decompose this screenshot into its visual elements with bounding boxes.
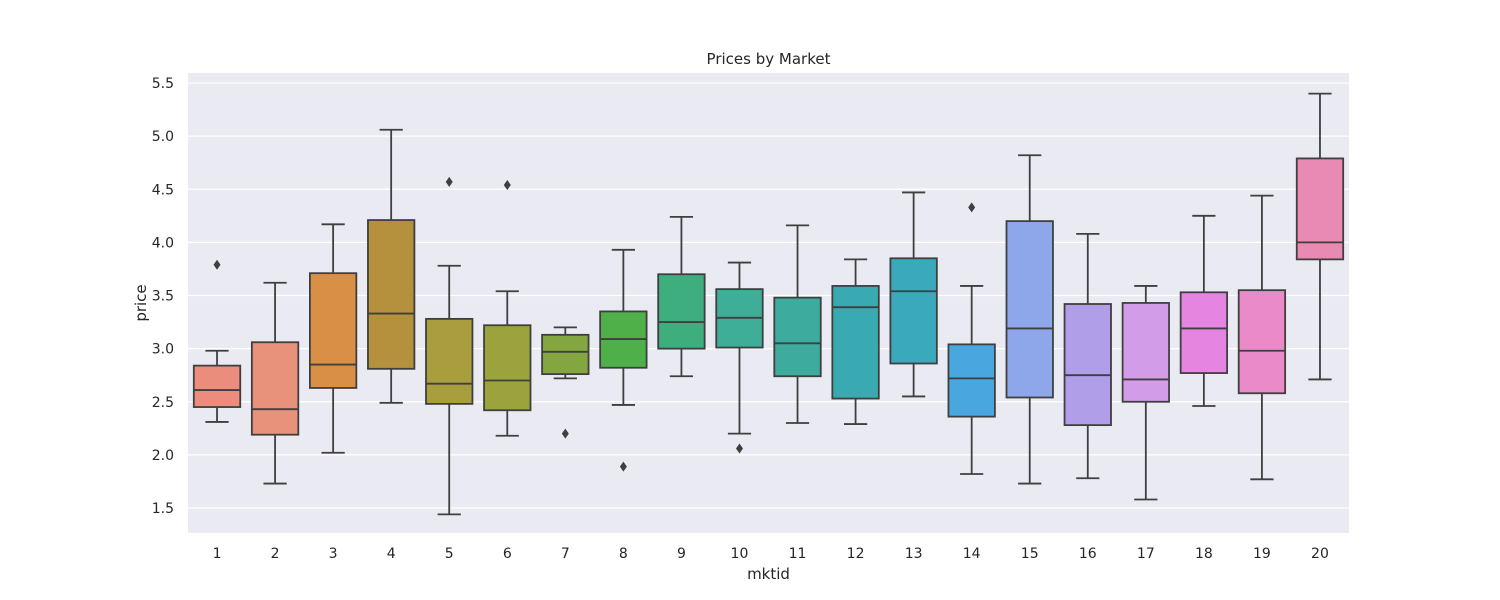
x-tick-label: 2 bbox=[271, 546, 280, 562]
y-tick-label: 2.0 bbox=[152, 448, 174, 464]
box bbox=[483, 324, 532, 412]
y-tick-labels: 1.5 2.0 2.5 3.0 3.5 4.0 4.5 5.0 5.5 bbox=[152, 76, 174, 517]
box-group-7 bbox=[541, 326, 590, 439]
x-tick-label: 5 bbox=[445, 546, 454, 562]
box bbox=[367, 219, 416, 370]
x-tick-label: 7 bbox=[561, 546, 570, 562]
x-tick-label: 10 bbox=[731, 546, 749, 562]
x-tick-label: 12 bbox=[847, 546, 865, 562]
y-tick-label: 5.0 bbox=[152, 129, 174, 145]
box-group-17 bbox=[1121, 285, 1170, 501]
box-group-11 bbox=[773, 224, 822, 424]
y-tick-label: 2.5 bbox=[152, 395, 174, 411]
box-group-16 bbox=[1063, 232, 1112, 480]
box bbox=[1063, 303, 1112, 427]
x-tick-label: 9 bbox=[677, 546, 686, 562]
x-tick-labels: 1 2 3 4 5 6 7 8 9 10 11 12 13 14 15 16 17 18 19 20 bbox=[213, 546, 1329, 562]
box-group-3 bbox=[309, 223, 358, 454]
box-group-14 bbox=[947, 202, 996, 475]
box-group-1 bbox=[192, 259, 242, 423]
outlier-point bbox=[561, 428, 569, 439]
x-tick-label: 8 bbox=[619, 546, 628, 562]
box bbox=[889, 257, 938, 365]
box bbox=[947, 343, 996, 418]
box-group-8 bbox=[599, 248, 648, 472]
box bbox=[831, 285, 880, 400]
outlier-point bbox=[619, 461, 627, 472]
y-tick-label: 4.0 bbox=[152, 235, 174, 251]
box bbox=[541, 333, 590, 376]
box-group-12 bbox=[831, 258, 880, 425]
x-tick-label: 16 bbox=[1079, 546, 1097, 562]
box bbox=[1005, 220, 1054, 399]
x-axis-title: mktid bbox=[747, 565, 790, 583]
x-tick-label: 4 bbox=[387, 546, 396, 562]
x-tick-label: 15 bbox=[1021, 546, 1039, 562]
y-axis-title: price bbox=[132, 284, 150, 321]
box bbox=[1179, 291, 1228, 374]
box bbox=[1295, 157, 1345, 261]
y-tick-label: 4.5 bbox=[152, 182, 174, 198]
x-tick-label: 18 bbox=[1195, 546, 1213, 562]
box-group-4 bbox=[367, 128, 416, 404]
box bbox=[425, 317, 474, 405]
x-tick-label: 11 bbox=[789, 546, 807, 562]
x-tick-label: 20 bbox=[1311, 546, 1329, 562]
box-group-18 bbox=[1179, 214, 1228, 407]
x-tick-label: 17 bbox=[1137, 546, 1155, 562]
box-group-9 bbox=[657, 215, 706, 378]
box-group-20 bbox=[1295, 92, 1345, 381]
boxes bbox=[192, 92, 1345, 516]
x-tick-label: 13 bbox=[905, 546, 923, 562]
box bbox=[1237, 289, 1287, 395]
box-group-13 bbox=[889, 191, 938, 398]
x-tick-label: 1 bbox=[213, 546, 222, 562]
box-group-6 bbox=[483, 180, 532, 437]
box bbox=[1121, 302, 1170, 403]
box-group-10 bbox=[715, 261, 764, 454]
box bbox=[250, 341, 300, 436]
box bbox=[192, 364, 242, 408]
y-tick-label: 3.0 bbox=[152, 342, 174, 358]
outlier-point bbox=[735, 443, 743, 454]
outlier-point bbox=[503, 180, 511, 190]
y-tick-label: 5.5 bbox=[152, 76, 174, 92]
box-group-15 bbox=[1005, 154, 1054, 485]
x-tick-label: 6 bbox=[503, 546, 512, 562]
box bbox=[309, 272, 358, 389]
plot-area-background bbox=[188, 73, 1349, 533]
box-group-5 bbox=[425, 176, 474, 516]
x-tick-label: 19 bbox=[1253, 546, 1271, 562]
box-group-2 bbox=[250, 281, 300, 485]
outlier-point bbox=[968, 202, 976, 213]
chart-title: Prices by Market bbox=[707, 50, 831, 68]
box-group-19 bbox=[1237, 194, 1287, 481]
box bbox=[773, 296, 822, 378]
box bbox=[657, 273, 706, 350]
outlier-point bbox=[213, 259, 221, 270]
x-tick-label: 3 bbox=[329, 546, 338, 562]
outlier-point bbox=[445, 176, 453, 187]
y-tick-label: 3.5 bbox=[152, 289, 174, 305]
y-tick-label: 1.5 bbox=[152, 501, 174, 517]
x-tick-label: 14 bbox=[963, 546, 981, 562]
